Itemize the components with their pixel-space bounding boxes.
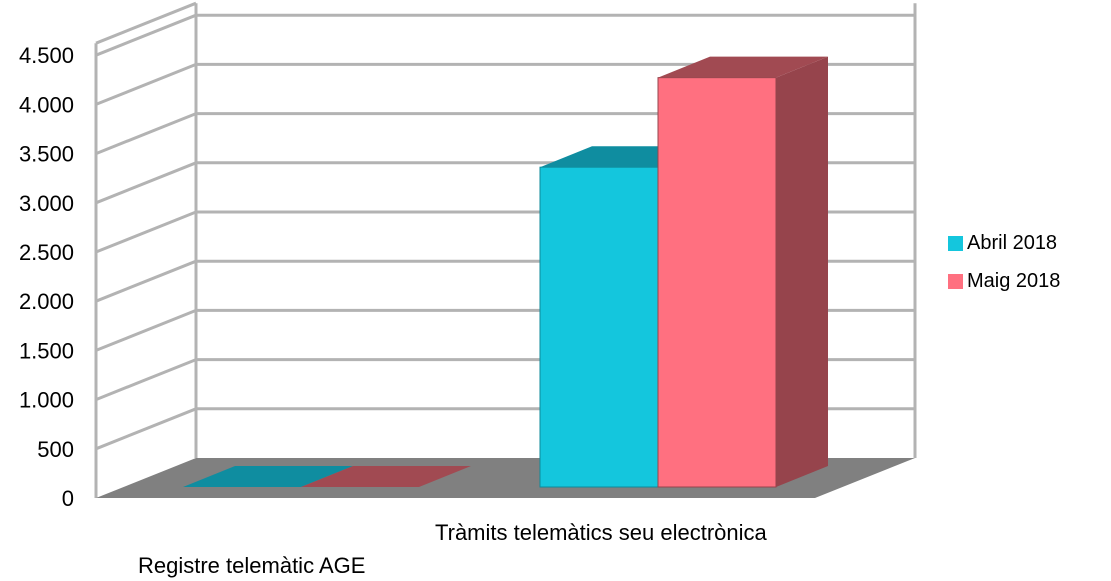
legend-item-abril: Abril 2018: [948, 224, 1060, 262]
bars: [183, 56, 828, 488]
gridline-side: [95, 13, 197, 57]
y-tick-label: 2.000: [19, 289, 74, 314]
bar-top: [658, 56, 828, 78]
legend-swatch-abril: [948, 235, 963, 251]
y-tick-label: 3.000: [19, 191, 74, 216]
y-tick-label: 2.500: [19, 240, 74, 265]
bar-side: [776, 56, 828, 487]
gridline-side: [95, 63, 197, 106]
legend-label-maig: Maig 2018: [967, 269, 1061, 292]
gridline-side: [95, 161, 197, 205]
bar-top: [183, 466, 353, 487]
legend-label-abril: Abril 2018: [967, 231, 1058, 254]
gridline-side: [95, 210, 197, 254]
category-label-registre: Registre telemàtic AGE: [138, 553, 366, 578]
y-tick-label: 1.500: [19, 338, 74, 363]
wall-top-edge: [95, 1, 197, 45]
legend: Abril 2018 Maig 2018: [948, 224, 1060, 300]
bar-front: [657, 77, 777, 488]
legend-swatch-maig: [948, 273, 963, 289]
y-tick-label: 0: [62, 486, 74, 511]
y-tick-label: 500: [37, 437, 74, 462]
y-tick-label: 4.500: [19, 43, 74, 68]
gridline-side: [95, 407, 197, 451]
y-axis-ticks: 0 500 1.000 1.500 2.000 2.500 3.000 3.500 4.000 4…: [19, 43, 74, 511]
bar-front: [539, 166, 659, 488]
legend-item-maig: Maig 2018: [948, 262, 1060, 300]
bar-0-0: [183, 466, 353, 487]
y-tick-label: 3.500: [19, 142, 74, 167]
gridline-side: [95, 112, 197, 155]
y-tick-label: 4.000: [19, 92, 74, 117]
category-label-tramits: Tràmits telemàtics seu electrònica: [435, 520, 767, 545]
bar-1-1: [657, 56, 828, 488]
gridline-side: [95, 259, 197, 303]
bar-top: [301, 466, 471, 487]
gridline-side: [95, 358, 197, 401]
bar-0-1: [301, 466, 471, 487]
y-tick-label: 1.000: [19, 388, 74, 413]
gridline-side: [95, 309, 197, 352]
